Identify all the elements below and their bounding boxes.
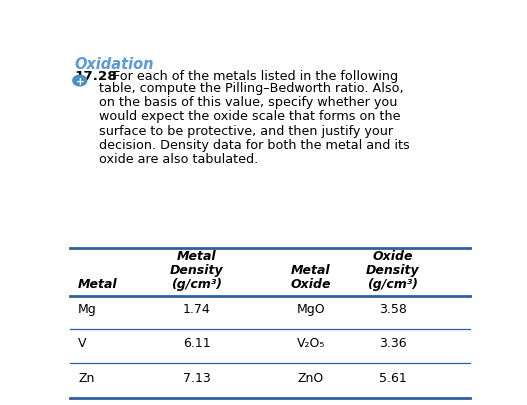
Text: MgO: MgO — [297, 302, 325, 315]
Text: +: + — [75, 77, 84, 86]
Text: Metal: Metal — [291, 264, 331, 277]
Text: Density: Density — [366, 264, 419, 277]
Text: table, compute the Pilling–Bedworth ratio. Also,: table, compute the Pilling–Bedworth rati… — [99, 82, 403, 95]
Circle shape — [73, 76, 87, 87]
Text: oxide are also tabulated.: oxide are also tabulated. — [99, 153, 258, 166]
Text: Oxide: Oxide — [291, 277, 331, 290]
Text: Mg: Mg — [78, 302, 97, 315]
Text: 3.36: 3.36 — [379, 337, 406, 350]
Text: 6.11: 6.11 — [183, 337, 210, 350]
Text: 1.74: 1.74 — [183, 302, 210, 315]
Text: Metal: Metal — [177, 250, 217, 263]
Text: Zn: Zn — [78, 371, 94, 384]
Text: ZnO: ZnO — [298, 371, 324, 384]
Text: on the basis of this value, specify whether you: on the basis of this value, specify whet… — [99, 96, 397, 109]
Text: surface to be protective, and then justify your: surface to be protective, and then justi… — [99, 124, 393, 137]
Text: Metal: Metal — [78, 277, 118, 290]
Text: Oxidation: Oxidation — [74, 56, 153, 71]
Text: (g/cm³): (g/cm³) — [367, 277, 418, 290]
Text: For each of the metals listed in the following: For each of the metals listed in the fol… — [113, 70, 398, 83]
Text: V₂O₅: V₂O₅ — [297, 337, 325, 350]
Text: Density: Density — [170, 264, 223, 277]
Text: decision. Density data for both the metal and its: decision. Density data for both the meta… — [99, 139, 409, 151]
Text: 5.61: 5.61 — [379, 371, 406, 384]
Text: (g/cm³): (g/cm³) — [171, 277, 222, 290]
Text: would expect the oxide scale that forms on the: would expect the oxide scale that forms … — [99, 110, 400, 123]
Text: 3.58: 3.58 — [379, 302, 406, 315]
Text: V: V — [78, 337, 86, 350]
Text: 17.28: 17.28 — [74, 70, 117, 83]
Text: 7.13: 7.13 — [183, 371, 210, 384]
Text: Oxide: Oxide — [373, 250, 413, 263]
